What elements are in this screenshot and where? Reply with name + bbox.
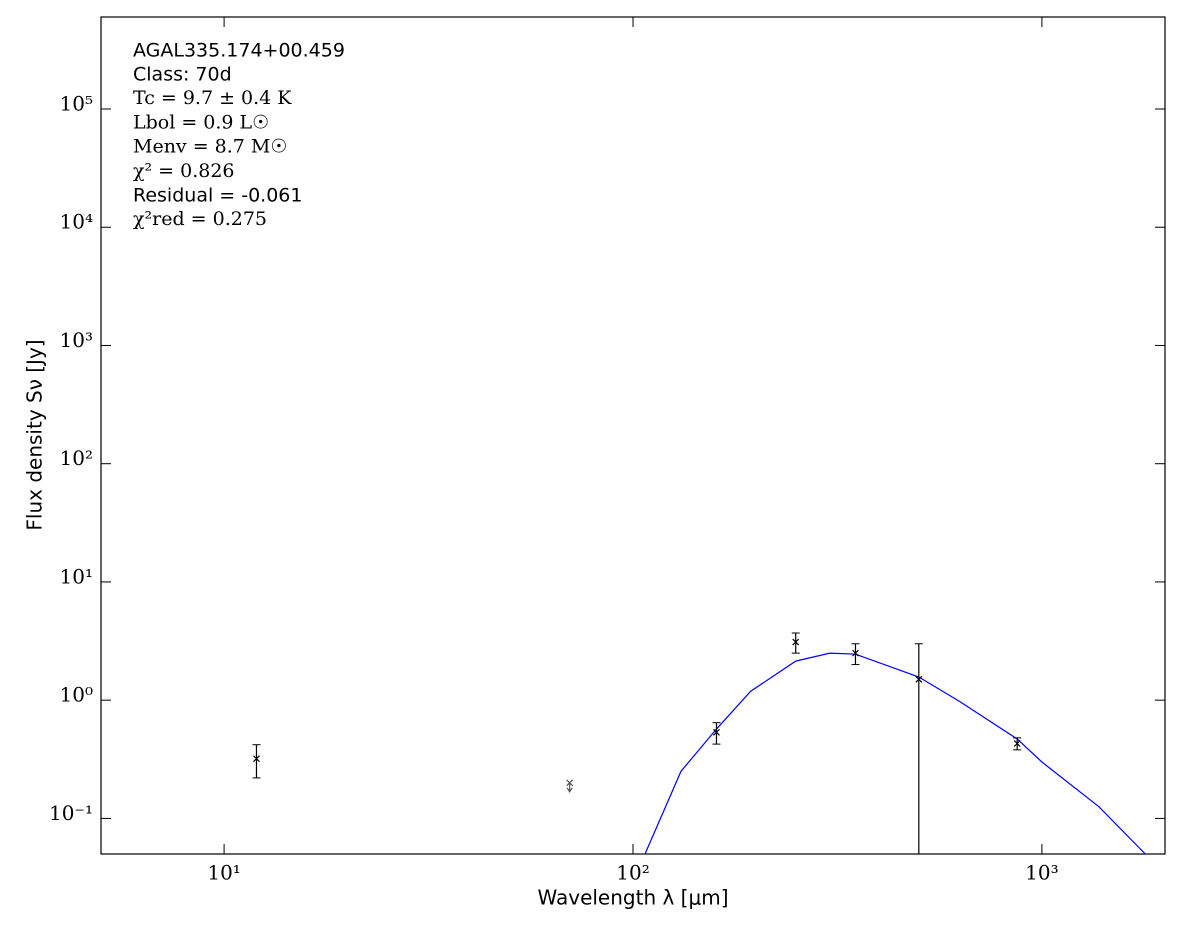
annotation: χ² = 0.826 <box>133 160 235 182</box>
y-tick-label: 10² <box>60 446 93 470</box>
y-tick-label: 10⁵ <box>60 92 93 116</box>
y-tick-label: 10¹ <box>60 564 93 588</box>
y-tick-label: 10⁰ <box>60 683 93 707</box>
x-tick-label: 10³ <box>1025 861 1058 885</box>
annotation: χ²red = 0.275 <box>133 208 267 230</box>
data-point <box>253 755 260 763</box>
upper-limit <box>566 779 574 793</box>
data-point <box>713 728 720 736</box>
y-axis-label: Flux density Sν [Jy] <box>23 339 47 530</box>
y-tick-label: 10⁴ <box>60 210 93 234</box>
x-tick-label: 10¹ <box>207 861 240 885</box>
data-point <box>852 649 859 657</box>
data-point <box>915 675 923 683</box>
data-point <box>1013 740 1021 747</box>
annotation: Tc = 9.7 ± 0.4 K <box>133 87 292 109</box>
x-axis-label: Wavelength λ [μm] <box>537 886 728 910</box>
y-tick-label: 10⁻¹ <box>49 801 93 825</box>
annotation: Residual = -0.061 <box>133 185 303 207</box>
source-name: AGAL335.174+00.459 <box>133 40 345 62</box>
y-tick-label: 10³ <box>60 328 93 352</box>
annotation: Class: 70d <box>133 64 232 86</box>
annotation: Menv = 8.7 M☉ <box>133 136 287 158</box>
plot-area <box>252 632 1146 854</box>
annotation: Lbol = 0.9 L☉ <box>133 111 269 133</box>
data-point <box>792 638 800 646</box>
x-tick-label: 10² <box>616 861 649 885</box>
plot-frame <box>100 16 1166 855</box>
